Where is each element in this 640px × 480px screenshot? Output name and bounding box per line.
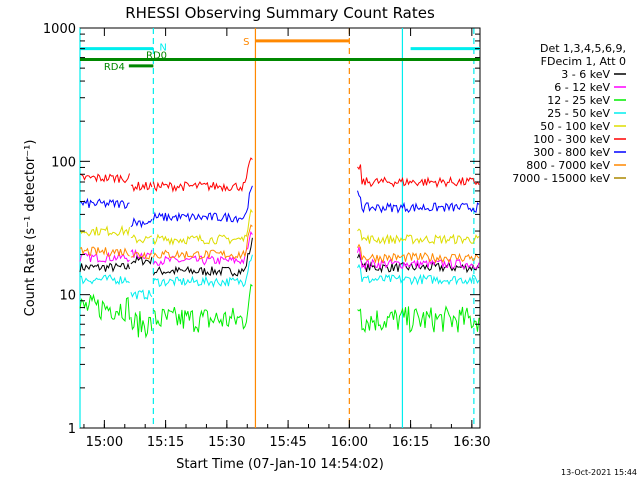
- x-tick-label: 16:30: [453, 435, 490, 450]
- series-line: [357, 246, 480, 270]
- series-line: [153, 283, 253, 333]
- series-line: [79, 197, 130, 210]
- legend-label: 300 - 800 keV: [533, 146, 610, 159]
- legend: Det 1,3,4,5,6,9,FDecim 1, Att 03 - 6 keV…: [512, 42, 626, 185]
- series-line: [152, 230, 253, 266]
- legend-label: 100 - 300 keV: [533, 133, 610, 146]
- series-line: [79, 173, 130, 184]
- series-line: [79, 224, 130, 237]
- series-line: [130, 181, 153, 193]
- y-tick-label: 1000: [43, 22, 76, 37]
- y-tick-label: 100: [51, 155, 76, 170]
- y-tick-label: 10: [59, 289, 76, 304]
- series-line: [79, 274, 130, 286]
- series-line: [152, 237, 253, 277]
- x-tick-label: 15:00: [86, 435, 123, 450]
- x-axis-label: Start Time (07-Jan-10 14:54:02): [176, 457, 384, 472]
- state-bar-label: S: [243, 37, 249, 48]
- legend-label: 6 - 12 keV: [554, 81, 610, 94]
- x-tick-label: 15:45: [269, 435, 306, 450]
- legend-label: 7000 - 15000 keV: [512, 172, 610, 185]
- axes: 15:00 15:15 15:30 15:45 16:00 16:15 16:30 1 10 10…: [43, 22, 491, 450]
- legend-header: Det 1,3,4,5,6,9,: [540, 42, 626, 55]
- legend-label: 800 - 7000 keV: [526, 159, 610, 172]
- legend-label: 25 - 50 keV: [547, 107, 610, 120]
- series-line: [79, 293, 130, 322]
- timestamp: 13-Oct-2021 15:44: [561, 468, 637, 477]
- series-line: [130, 289, 153, 300]
- series-line: [357, 305, 480, 334]
- legend-header: FDecim 1, Att 0: [541, 55, 626, 68]
- series-line: [79, 262, 130, 273]
- series-line: [152, 208, 253, 246]
- series-lines: [79, 157, 480, 339]
- legend-label: 50 - 100 keV: [540, 120, 610, 133]
- state-bar-label: RD4: [104, 62, 125, 73]
- series-line: [152, 157, 253, 193]
- x-tick-label: 15:30: [208, 435, 245, 450]
- state-bar-label: RD0: [146, 51, 167, 62]
- series-line: [130, 311, 153, 339]
- x-tick-label: 16:00: [331, 435, 368, 450]
- legend-label: 3 - 6 keV: [561, 68, 610, 81]
- event-lines: [79, 28, 475, 428]
- series-line: [152, 254, 253, 288]
- legend-label: 12 - 25 keV: [547, 94, 610, 107]
- series-line: [130, 217, 153, 229]
- series-line: [357, 263, 480, 286]
- series-line: [79, 251, 130, 263]
- x-tick-label: 16:15: [392, 435, 429, 450]
- series-line: [152, 224, 253, 261]
- series-line: [130, 251, 152, 260]
- chart-title: RHESSI Observing Summary Count Rates: [125, 4, 435, 22]
- y-tick-label: 1: [68, 422, 76, 437]
- series-line: [152, 185, 253, 224]
- x-tick-label: 15:15: [147, 435, 184, 450]
- series-line: [357, 243, 480, 264]
- series-line: [357, 190, 480, 214]
- state-bar-label: N: [159, 43, 166, 54]
- series-line: [130, 234, 153, 244]
- series-line: [79, 246, 130, 257]
- series-line: [357, 164, 480, 189]
- plot-frame: [79, 27, 481, 429]
- y-axis-label: Count Rate (s⁻¹ detector⁻¹): [23, 140, 38, 317]
- series-line: [357, 228, 480, 246]
